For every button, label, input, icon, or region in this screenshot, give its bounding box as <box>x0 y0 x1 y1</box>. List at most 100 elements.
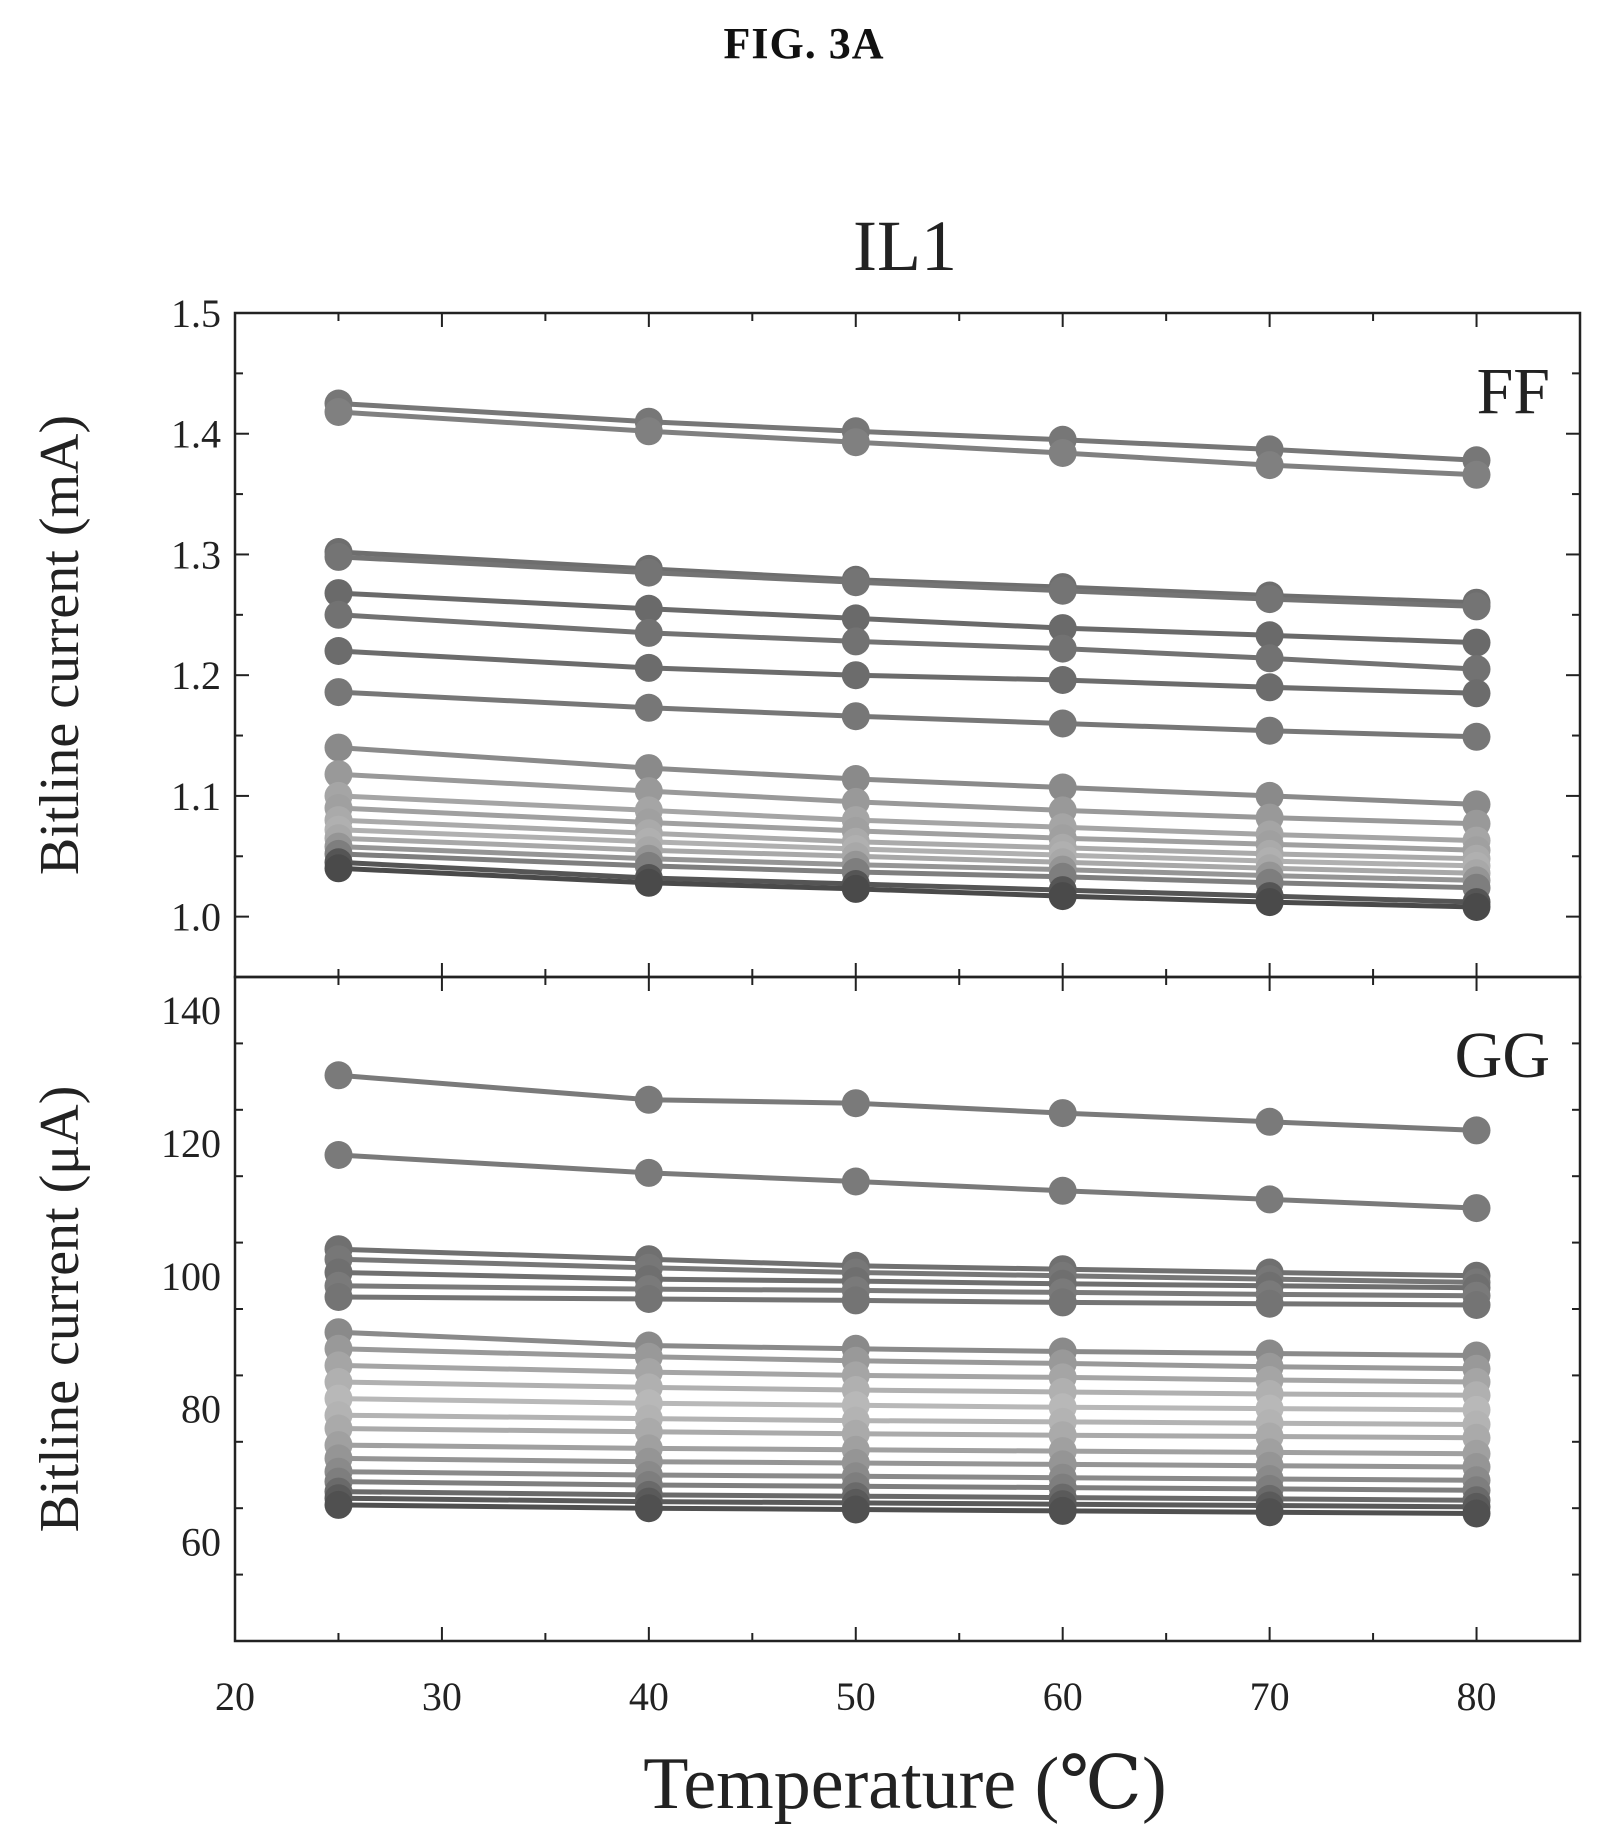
x-tick-label: 70 <box>1250 1674 1290 1719</box>
series-line <box>338 409 1477 478</box>
data-point <box>1462 1116 1491 1145</box>
y-tick-label: 1.5 <box>171 291 221 336</box>
y-tick-label: 1.4 <box>171 412 221 457</box>
data-point <box>634 1285 663 1313</box>
series-line <box>338 844 1477 883</box>
y-axis-title: Bitline current (mA) <box>29 415 91 875</box>
data-point <box>634 558 663 587</box>
panels-layer: 1.0 1.1 1.2 1.3 1.4 1.5 FF Bitline current (mA)… <box>29 291 1582 1719</box>
data-point <box>1255 673 1284 702</box>
series-line <box>338 859 1477 905</box>
data-point <box>324 579 353 608</box>
data-point <box>1048 614 1077 643</box>
data-point <box>841 874 870 903</box>
data-point <box>1048 1099 1077 1128</box>
y-tick-label: 1.3 <box>171 532 221 577</box>
data-point <box>841 765 870 793</box>
series-line <box>338 1329 1477 1358</box>
y-tick-label: 60 <box>181 1519 221 1564</box>
data-point <box>324 1141 353 1169</box>
data-point <box>1462 1194 1491 1223</box>
data-point <box>841 428 870 457</box>
series-line <box>338 1256 1477 1285</box>
data-point <box>841 1089 870 1118</box>
series-line <box>338 1455 1477 1470</box>
data-point <box>1462 1499 1491 1528</box>
chart-title: IL1 <box>853 206 957 286</box>
panel-tag: FF <box>1477 355 1550 428</box>
series-line <box>338 1502 1477 1516</box>
y-tick-label: 1.2 <box>171 653 221 698</box>
data-point <box>1255 1107 1284 1136</box>
series-line <box>338 1442 1477 1457</box>
data-point <box>1048 882 1077 911</box>
data-point <box>634 693 663 722</box>
series-line <box>338 1246 1477 1279</box>
data-point <box>1255 585 1284 614</box>
data-point <box>841 1167 870 1196</box>
data-point <box>634 594 663 623</box>
series-line <box>338 401 1477 463</box>
data-point <box>324 542 353 571</box>
series-line <box>338 1495 1477 1510</box>
x-tick-label: 40 <box>629 1674 669 1719</box>
x-tick-label: 20 <box>215 1674 255 1719</box>
data-point <box>1048 576 1077 605</box>
x-tick-label: 30 <box>422 1674 462 1719</box>
data-point <box>1462 679 1491 708</box>
series-line <box>338 793 1477 844</box>
series-line <box>338 1283 1477 1299</box>
series-line <box>338 1396 1477 1413</box>
series-line <box>338 865 1477 910</box>
y-axis-title: Bitline current (μA) <box>29 1086 91 1533</box>
x-axis-title: Temperature (℃) <box>643 1743 1166 1825</box>
data-point <box>841 661 870 690</box>
data-point <box>1048 634 1077 663</box>
data-point <box>841 627 870 656</box>
data-point <box>1462 790 1491 819</box>
data-point <box>1255 1185 1284 1214</box>
data-point <box>634 653 663 682</box>
series-line <box>338 1270 1477 1291</box>
series-line <box>338 612 1477 672</box>
data-point <box>1462 1291 1491 1319</box>
data-point <box>1255 451 1284 480</box>
data-point <box>324 600 353 629</box>
data-point <box>1462 460 1491 489</box>
y-tick-label: 100 <box>161 1254 221 1299</box>
data-point <box>634 417 663 446</box>
data-point <box>324 760 353 789</box>
data-point <box>634 1085 663 1114</box>
series-line <box>338 1469 1477 1483</box>
series-line <box>338 851 1477 891</box>
panel-tag: GG <box>1455 1019 1550 1092</box>
y-tick-label: 120 <box>161 1121 221 1166</box>
data-point <box>634 618 663 647</box>
plot-frame <box>233 975 1582 1643</box>
panel-gg: 60 80 100 120 140 GG Bitline current (μA) <box>29 975 1582 1643</box>
data-point <box>634 1494 663 1523</box>
series-line <box>338 1479 1477 1493</box>
data-point <box>1048 773 1077 802</box>
series-line <box>338 1362 1477 1385</box>
series-line <box>338 689 1477 740</box>
series-line <box>338 648 1477 696</box>
x-tick-label: 50 <box>836 1674 876 1719</box>
data-point <box>1048 1496 1077 1525</box>
data-point <box>1255 781 1284 810</box>
data-point <box>324 1061 353 1090</box>
data-point <box>841 702 870 731</box>
y-tick-label: 1.1 <box>171 774 221 819</box>
data-point <box>1462 893 1491 921</box>
data-point <box>1048 709 1077 738</box>
data-point <box>1255 644 1284 673</box>
data-point <box>841 1495 870 1524</box>
data-point <box>324 854 353 883</box>
figure-label: FIG. 3A <box>723 19 885 68</box>
series-line <box>338 590 1477 646</box>
data-point <box>1462 722 1491 751</box>
data-point <box>1462 592 1491 621</box>
series-group <box>324 389 1491 921</box>
series-line <box>338 1152 1477 1211</box>
